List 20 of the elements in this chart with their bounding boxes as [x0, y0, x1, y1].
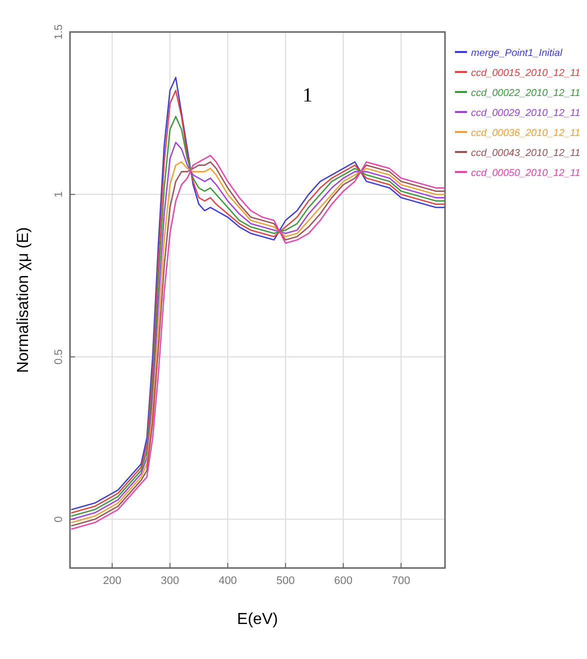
- legend-label: ccd_00029_2010_12_11: [471, 108, 580, 119]
- legend-label: ccd_00015_2010_12_11: [471, 68, 580, 79]
- x-axis-title: E(eV): [237, 611, 278, 628]
- legend-label: ccd_00036_2010_12_11: [471, 128, 580, 139]
- x-tick-label: 700: [392, 575, 410, 587]
- legend-label: ccd_00022_2010_12_11: [471, 88, 580, 99]
- x-tick-label: 200: [103, 575, 122, 587]
- y-axis-title: Normalisation χμ (E): [15, 227, 32, 373]
- y-tick-label: 1: [53, 191, 65, 198]
- x-tick-label: 300: [160, 575, 180, 587]
- y-tick-label: 1.5: [53, 24, 65, 40]
- annotation: 1: [302, 84, 312, 107]
- x-tick-label: 400: [218, 575, 237, 587]
- legend-label: ccd_00050_2010_12_11: [471, 168, 580, 179]
- y-tick-label: 0.5: [53, 349, 65, 364]
- x-tick-label: 500: [276, 575, 295, 587]
- x-tick-label: 600: [334, 575, 352, 587]
- legend-label: merge_Point1_Initial: [471, 48, 563, 59]
- legend-label: ccd_00043_2010_12_11: [471, 148, 580, 159]
- y-tick-label: 0: [53, 516, 65, 522]
